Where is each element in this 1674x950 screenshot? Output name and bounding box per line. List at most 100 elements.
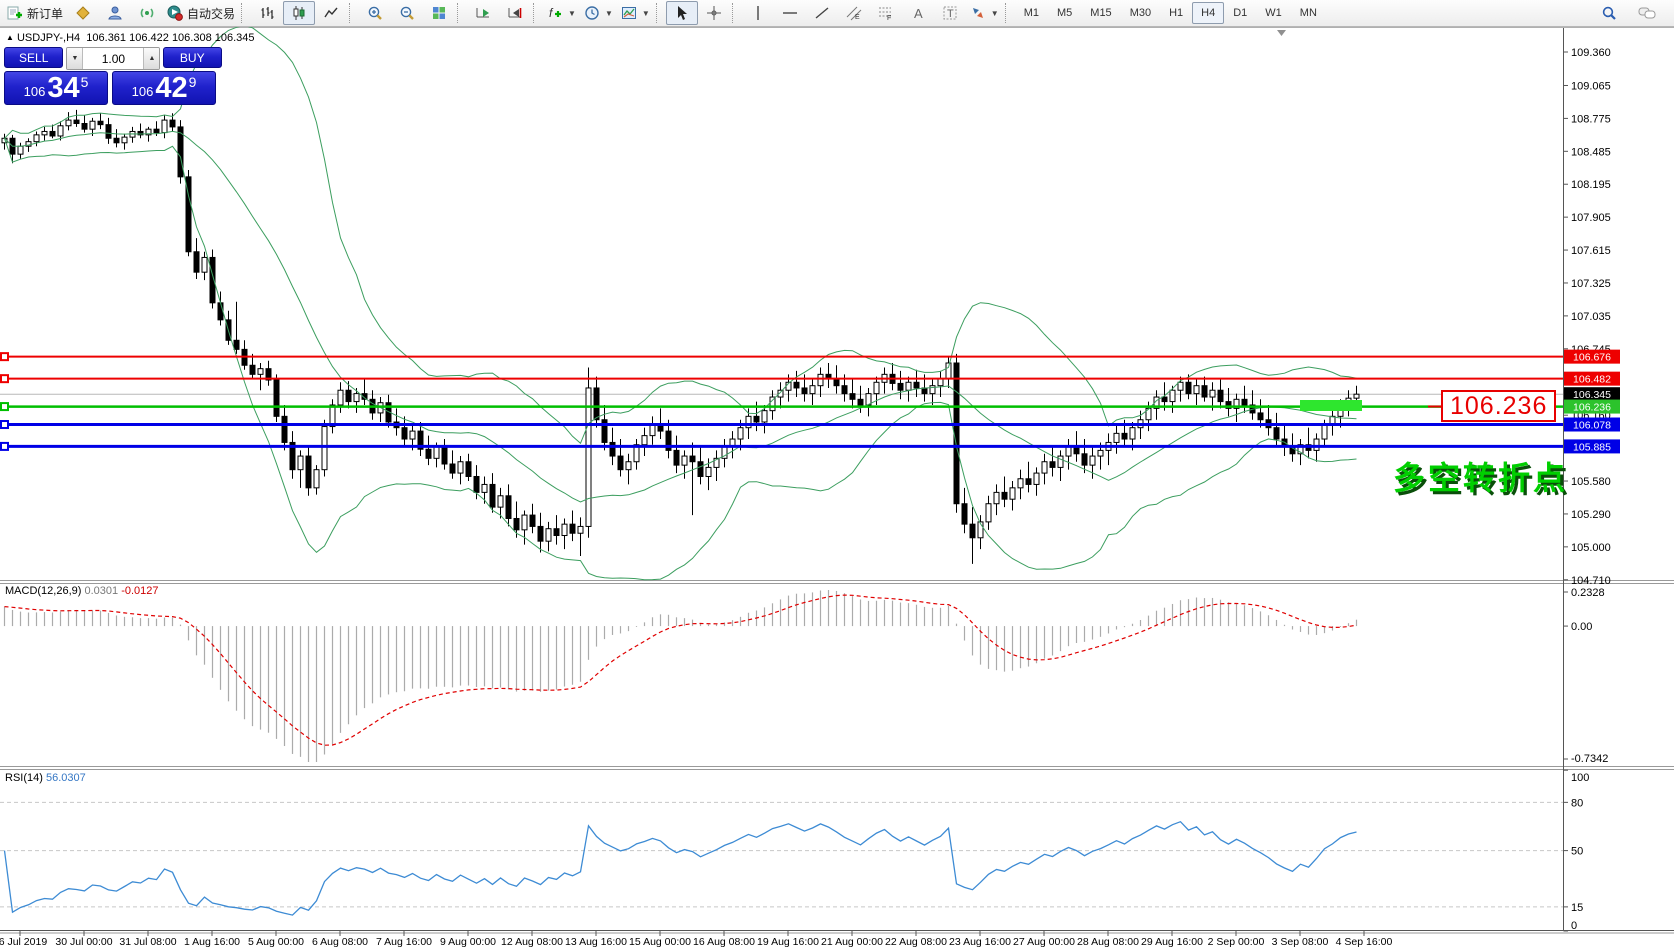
signals-button[interactable] [131,1,163,25]
autotrade-icon [167,5,183,21]
svg-text:7 Aug 16:00: 7 Aug 16:00 [376,936,432,948]
horizontal-line-icon [782,5,798,21]
buy-button[interactable]: BUY [162,47,222,68]
svg-text:26 Jul 2019: 26 Jul 2019 [0,936,47,948]
timeframe-M5[interactable]: M5 [1057,7,1073,19]
svg-text:104.710: 104.710 [1571,575,1611,587]
timeframe-H1[interactable]: H1 [1169,7,1184,19]
channel-tool-button[interactable]: E [838,1,870,25]
sell-button[interactable]: SELL [4,47,64,68]
timeframe-M1[interactable]: M1 [1023,7,1039,19]
cursor-tool-button[interactable] [665,1,698,25]
svg-text:12 Aug 08:00: 12 Aug 08:00 [501,936,563,948]
buy-price-sup: 9 [188,74,197,90]
gold-icon [75,5,91,21]
new-order-icon [7,5,23,21]
bar-chart-icon [259,5,275,21]
arrows-tool-button[interactable]: ▼ [966,1,1003,25]
tile-windows-button[interactable] [423,1,455,25]
vertical-line-icon [750,5,766,21]
chart-shift-button[interactable] [499,1,531,25]
svg-text:106.676: 106.676 [1573,352,1611,364]
search-button[interactable] [1593,1,1625,25]
timeframe-bar: M1 M5 M15 M30 H1 H4 D1 W1 MN [1015,2,1326,24]
market-watch-button[interactable] [67,1,99,25]
svg-text:107.615: 107.615 [1571,245,1611,257]
timeframe-W1[interactable]: W1 [1265,7,1282,19]
ohlc-high: 106.422 [129,32,169,44]
chat-button[interactable] [1631,1,1663,25]
svg-text:-0.7342: -0.7342 [1571,753,1608,765]
timeframe-M30[interactable]: M30 [1129,7,1152,19]
auto-scroll-icon [475,5,491,21]
volume-up-button[interactable]: ▲ [143,48,159,69]
svg-text:107.035: 107.035 [1571,311,1611,323]
svg-text:3 Sep 08:00: 3 Sep 08:00 [1272,936,1329,948]
one-click-trade-panel: SELL ▼ ▲ BUY 106 34 5 106 42 9 [4,47,222,105]
text-label-tool-button[interactable]: T [934,1,966,25]
dropdown-caret-icon: ▼ [568,8,576,18]
svg-text:31 Jul 08:00: 31 Jul 08:00 [119,936,176,948]
zoom-out-button[interactable] [391,1,423,25]
text-tool-button[interactable]: A [902,1,934,25]
svg-text:F: F [887,15,891,21]
auto-scroll-button[interactable] [467,1,499,25]
zoom-in-icon [367,5,383,21]
dropdown-caret-icon: ▼ [604,8,613,18]
macd-signal-value: -0.0127 [121,585,159,597]
price-callout-label[interactable]: 106.236 [1441,390,1557,422]
dropdown-caret-icon: ▼ [641,8,650,18]
trendline-tool-button[interactable] [806,1,838,25]
svg-text:21 Aug 00:00: 21 Aug 00:00 [821,936,883,948]
svg-text:105.290: 105.290 [1571,509,1611,521]
clock-icon [584,5,600,21]
timeframe-M15[interactable]: M15 [1090,7,1112,19]
profile-button[interactable] [99,1,131,25]
templates-button[interactable]: ▼ [617,1,654,25]
bar-chart-button[interactable] [251,1,283,25]
svg-text:106.482: 106.482 [1573,374,1611,386]
text-icon: A [910,5,926,21]
arrows-icon [970,5,986,21]
profile-icon [107,5,123,21]
zoom-out-icon [399,5,415,21]
new-order-button[interactable]: 新订单 [3,1,67,25]
svg-text:106.078: 106.078 [1573,420,1611,432]
turning-point-note[interactable]: 多空转折点 [1393,460,1569,496]
rsi-indicator-label: RSI(14) 56.0307 [5,772,86,784]
dropdown-caret-icon: ▼ [990,8,999,18]
svg-text:27 Aug 00:00: 27 Aug 00:00 [1013,936,1075,948]
periods-button[interactable]: ▼ [580,1,617,25]
candlestick-chart-button[interactable] [283,1,316,25]
symbol-collapse-icon[interactable]: ▲ [6,33,14,42]
timeframe-H4[interactable]: H4 [1192,2,1225,24]
svg-text:15: 15 [1571,902,1583,914]
svg-text:80: 80 [1571,797,1583,809]
svg-text:A: A [914,6,923,21]
toolbar-separator [457,3,465,23]
vertical-line-tool-button[interactable] [742,1,774,25]
horizontal-line-tool-button[interactable] [774,1,806,25]
svg-text:16 Aug 08:00: 16 Aug 08:00 [693,936,755,948]
sell-price-prefix: 106 [23,84,46,99]
buy-price-button[interactable]: 106 42 9 [112,71,216,105]
autotrade-button[interactable]: 自动交易 [163,1,239,25]
zoom-in-button[interactable] [359,1,391,25]
timeframe-MN[interactable]: MN [1299,7,1317,19]
line-chart-button[interactable] [315,1,347,25]
volume-input[interactable] [83,48,144,69]
fibonacci-tool-button[interactable]: F [870,1,902,25]
volume-down-button[interactable]: ▼ [67,48,84,69]
timeframe-D1[interactable]: D1 [1233,7,1248,19]
svg-text:6 Aug 08:00: 6 Aug 08:00 [312,936,368,948]
crosshair-tool-button[interactable] [698,1,730,25]
symbol-period: USDJPY-,H4 [16,32,81,44]
indicators-button[interactable]: f ▼ [543,1,580,25]
sell-price-button[interactable]: 106 34 5 [4,71,108,105]
toolbar-separator [731,3,740,23]
search-icon [1601,5,1617,21]
ohlc-close: 106.345 [214,32,255,44]
tile-windows-icon [431,5,447,21]
